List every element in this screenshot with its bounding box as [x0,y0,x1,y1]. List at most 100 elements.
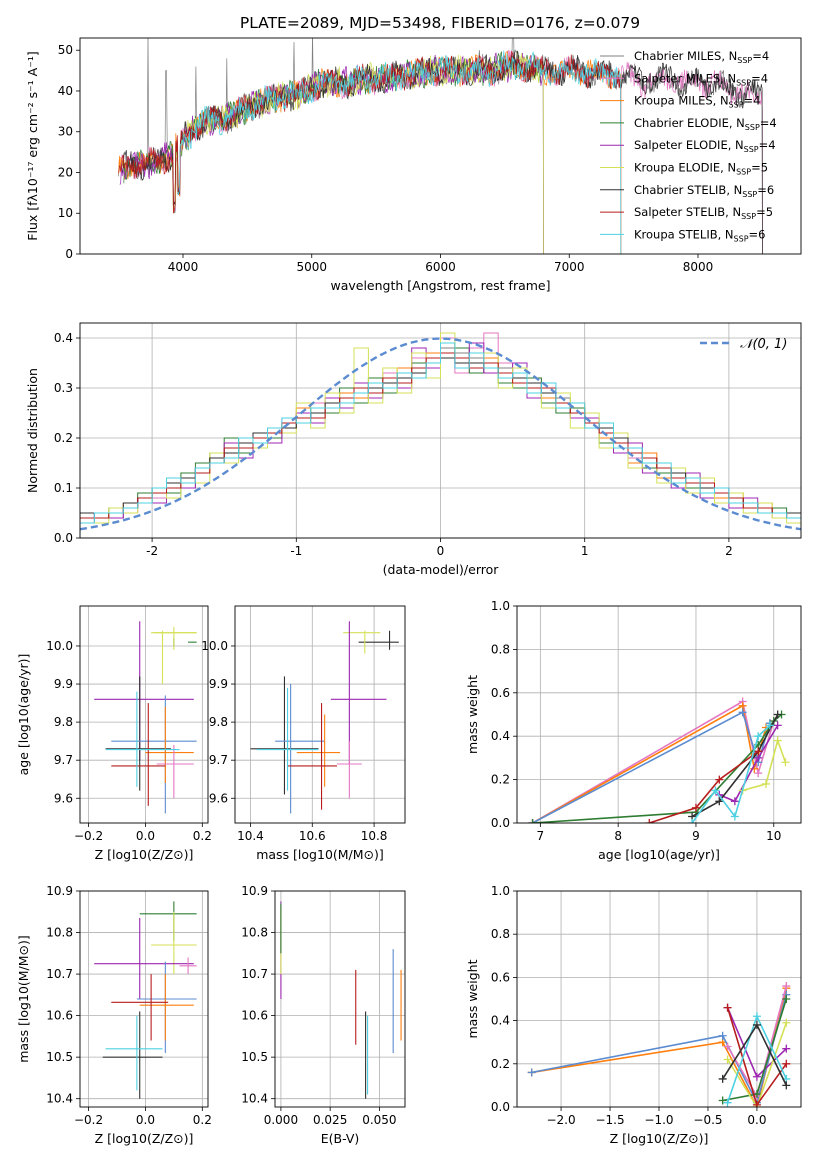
errorbar-point [136,961,197,1053]
grid-weight-vs-Z [517,890,801,1108]
ticks-mass-vs-EBV: 0.000 0.025 0.050 10.4 10.5 10.6 10.7 10.8 10.9 [241,884,396,1127]
y-tick-label: 9.9 [209,677,228,691]
errorbar-point [156,744,194,799]
axes-weight-vs-Z: −2.0 −1.5 −1.0 −0.5 0.0 0.0 0.2 0.4 0.6 0.8 1.0 Z [… [465,884,802,1146]
figure-title: PLATE=2089, MJD=53498, FIBERID=0176, z=0… [240,14,640,32]
y-axis-label: age [log10(age/yr)] [16,654,31,776]
weight-marker [718,1031,727,1040]
y-axis-label: mass [log10(M/M⊙)] [16,935,31,1063]
weight-line [742,737,787,792]
x-tick-label: 0.0 [136,829,155,843]
weight-marker [730,812,739,821]
weight-marker [723,1003,732,1012]
errorbar-point [173,638,197,646]
axes-frame [79,890,209,1108]
axes-age-vs-Z: −0.2 0.0 0.2 9.6 9.7 9.8 9.9 10.0 Z [log10(Z/Z⊙)… [16,605,212,862]
errorbar-point [151,911,197,975]
gaussian-curve [80,337,801,531]
axes-spectrum: 4000 5000 6000 7000 8000 0 10 20 30 40 50 wavelengt… [25,37,802,293]
y-tick-label: 0.8 [491,927,510,941]
y-tick-label: 10.8 [241,926,268,940]
errorbar-point [296,714,341,787]
errorbar-point [145,706,194,784]
errorbar-point [111,703,166,806]
weight-marker [718,1096,727,1105]
y-tick-label: 10.8 [46,926,73,940]
errorbar-point [105,691,180,787]
errorbar-point [111,974,169,1041]
y-tick-label: 0.1 [54,481,73,495]
x-tick-label: 5000 [296,260,327,274]
errorbar-point [94,621,194,761]
x-tick-label: 8 [614,829,622,843]
ticks-spectrum: 4000 5000 6000 7000 8000 0 10 20 30 40 50 [58,43,714,274]
y-tick-label: 0.4 [491,1014,510,1028]
weight-marker [782,1059,791,1068]
y-tick-label: 0.6 [491,686,510,700]
ticks-mass-vs-Z: −0.2 0.0 0.2 10.4 10.5 10.6 10.7 10.8 10.9 [46,884,212,1127]
x-tick-label: 10.4 [237,829,264,843]
x-tick-label: 0.0 [747,1113,766,1127]
y-tick-label: 30 [58,125,73,139]
errorbar-point [250,676,319,795]
y-tick-label: 9.8 [54,715,73,729]
y-tick-label: 10.5 [46,1050,73,1064]
weight-marker [773,736,782,745]
errorbar-point [111,695,197,814]
y-axis-label: mass weight [465,959,480,1038]
y-axis-label: mass weight [465,675,480,754]
spectrum-line [169,51,544,254]
ticks-age-vs-Z: −0.2 0.0 0.2 9.6 9.7 9.8 9.9 10.0 [46,639,212,843]
y-tick-label: 10.7 [241,967,268,981]
x-tick-label: −1.5 [595,1113,624,1127]
weight-line [718,724,779,803]
axes-frame [234,605,406,824]
x-tick-label: −1.0 [644,1113,673,1127]
x-axis-label: mass [log10(M/M⊙)] [256,847,384,862]
y-tick-label: 0.8 [491,642,510,656]
y-tick-label: 10.9 [46,884,73,898]
weight-line [649,750,759,823]
legend-entry: Kroupa MILES, NSSP=4 [634,94,760,110]
grid-age-vs-mass [235,606,405,823]
axes-frame [516,605,802,824]
weight-marker [723,1098,732,1107]
weight-marker [782,1044,791,1053]
weight-marker [711,786,720,795]
axes-residual-hist: -2 -1 0 1 2 0.0 0.1 0.2 0.3 0.4 (data-model)/error… [25,322,802,577]
weight-marker [782,995,791,1003]
x-tick-label: −2.0 [546,1113,575,1127]
y-tick-label: 10.9 [241,884,268,898]
x-tick-label: 1 [581,544,589,558]
x-tick-label: -2 [146,544,158,558]
x-tick-label: 0.2 [193,829,212,843]
ticks-age-vs-mass: 10.4 10.6 10.8 9.6 9.7 9.8 9.9 10.0 [201,639,387,843]
spectrum-line [177,50,622,254]
y-tick-label: 0.2 [491,773,510,787]
weight-marker [782,1081,791,1090]
y-tick-label: 10.4 [241,1092,268,1106]
y-tick-label: 10.0 [46,639,73,653]
legend-entry: Kroupa ELODIE, NSSP=5 [634,161,768,177]
x-tick-label: 7 [537,829,545,843]
data-mass-vs-Z [94,901,197,1099]
x-tick-label: 10 [766,829,781,843]
y-tick-label: 10.6 [46,1009,73,1023]
y-tick-label: 0.0 [54,531,73,545]
weight-marker [691,803,700,812]
hist-series [80,342,801,538]
weight-marker [752,1100,761,1107]
x-tick-label: 4000 [168,260,199,274]
x-axis-label: Z [log10(Z/Z⊙)] [95,1131,194,1146]
weight-marker [782,982,791,991]
weight-marker [723,1042,732,1051]
weight-marker [738,708,747,717]
y-tick-label: 9.7 [209,753,228,767]
axes-mass-vs-EBV: 0.000 0.025 0.050 10.4 10.5 10.6 10.7 10.8 10.9 E… [241,884,406,1146]
axes-age-vs-mass: 10.4 10.6 10.8 9.6 9.7 9.8 9.9 10.0 mass [log10(… [201,605,406,862]
data-residual-hist [80,332,801,538]
y-tick-label: 10 [58,206,73,220]
weight-marker [723,1055,732,1064]
x-axis-label: wavelength [Angstrom, rest frame] [330,278,550,293]
